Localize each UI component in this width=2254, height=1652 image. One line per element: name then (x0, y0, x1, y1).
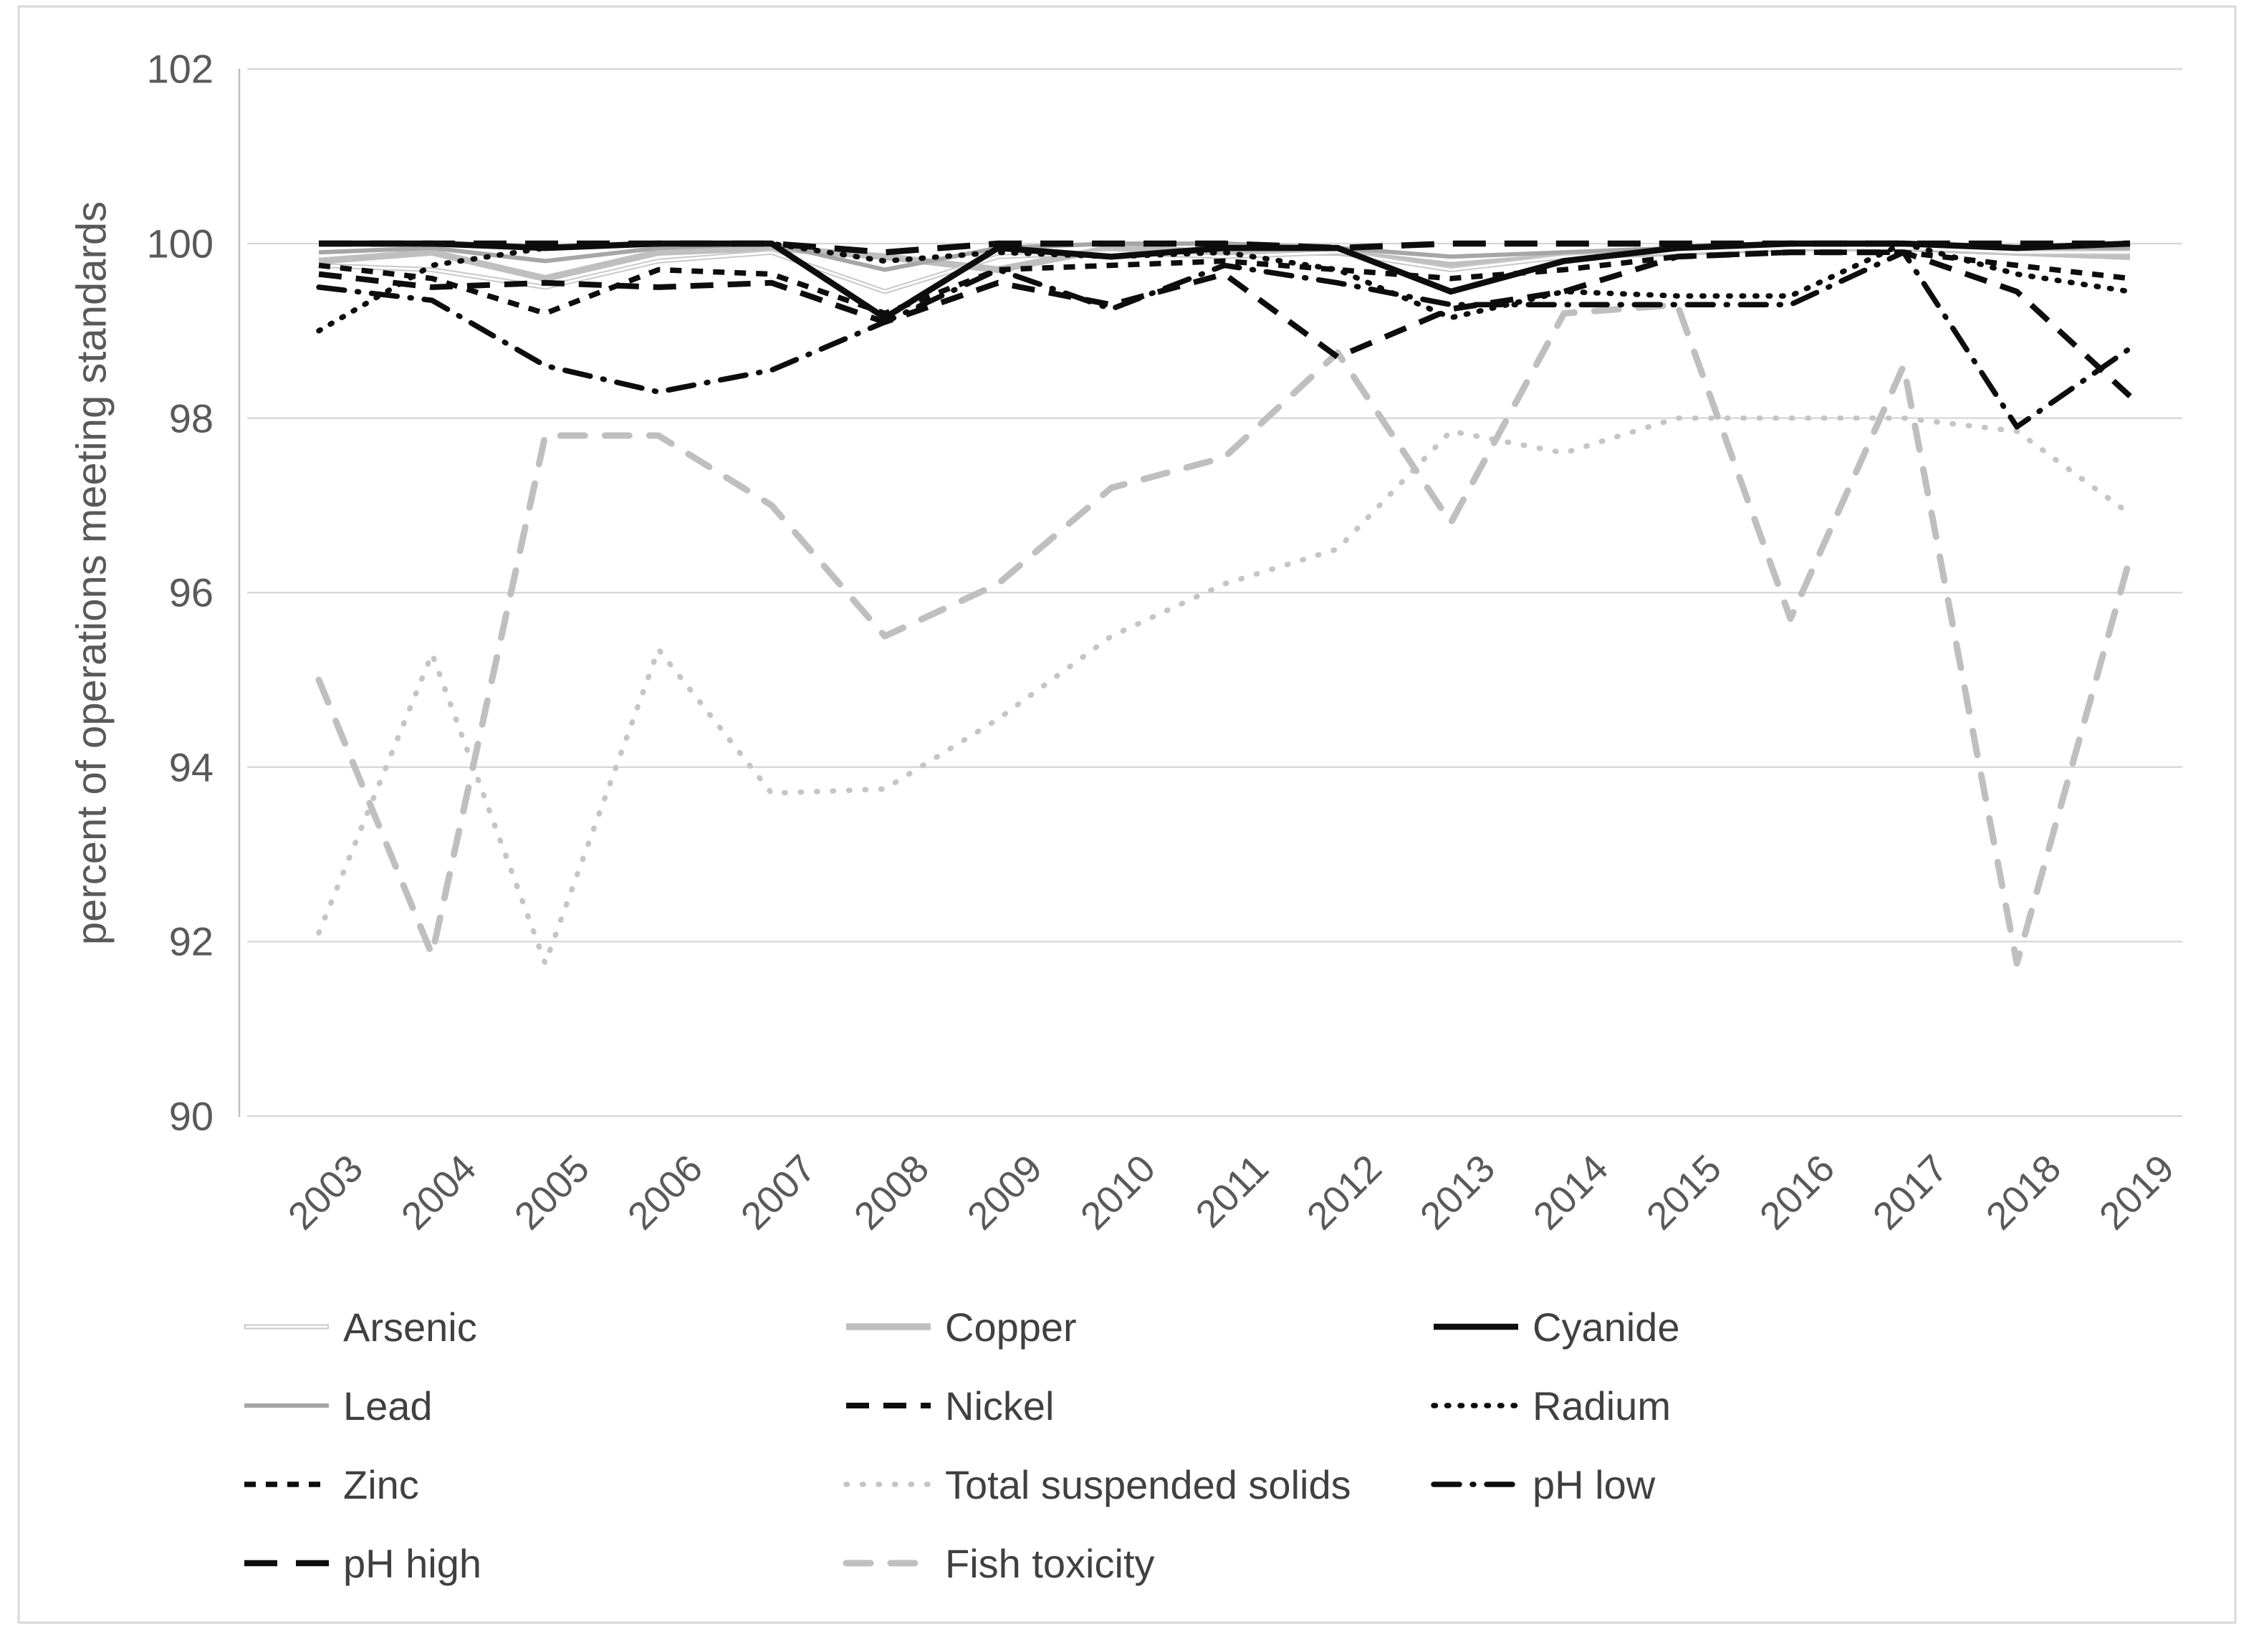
legend-label-radium: Radium (1533, 1383, 1671, 1428)
legend-label-copper: Copper (945, 1304, 1077, 1350)
arsenic-line-swatch-icon (244, 1324, 329, 1330)
series-line-zinc (318, 249, 2131, 317)
series-line-nickel (318, 249, 2132, 399)
legend-item-zinc: Zinc (240, 1459, 419, 1509)
legend-item-cyanide: Cyanide (1429, 1302, 1679, 1352)
legend-label-cyanide: Cyanide (1533, 1304, 1680, 1350)
total-suspended-solids-line-swatch-icon (843, 1481, 934, 1487)
series-line-ph-high (319, 240, 2130, 256)
legend-item-ph-high: pH high (240, 1538, 481, 1588)
series-line-ph-low (316, 249, 2133, 430)
figure-border (17, 5, 2237, 1624)
series-line-total-suspended-solids (316, 415, 2133, 966)
copper-line-swatch-icon (846, 1323, 931, 1330)
legend-label-zinc: Zinc (343, 1461, 419, 1507)
legend-item-nickel: Nickel (842, 1380, 1054, 1431)
legend-item-arsenic: Arsenic (240, 1302, 477, 1352)
y-tick-label-94: 94 (168, 744, 214, 790)
series-line-radium (316, 241, 2133, 334)
ph-high-line-swatch-icon (244, 1560, 329, 1567)
ph-low-line-swatch-icon (1431, 1481, 1521, 1487)
legend-item-lead: Lead (240, 1380, 433, 1431)
legend-label-ph-high: pH high (343, 1540, 482, 1586)
legend-label-arsenic: Arsenic (343, 1304, 477, 1350)
series-line-arsenic-core (318, 246, 2130, 293)
y-tick-label-90: 90 (168, 1093, 214, 1139)
legend-label-nickel: Nickel (945, 1383, 1055, 1428)
legend-label-lead: Lead (343, 1383, 433, 1428)
zinc-line-swatch-icon (244, 1481, 329, 1487)
legend-label-fish-toxicity: Fish toxicity (945, 1540, 1155, 1586)
series-line-fish-toxicity (315, 301, 2134, 967)
y-tick-label-102: 102 (146, 46, 214, 92)
y-tick-label-98: 98 (168, 395, 214, 441)
nickel-line-swatch-icon (846, 1403, 931, 1408)
legend-label-ph-low: pH low (1533, 1461, 1656, 1507)
y-tick-label-92: 92 (168, 918, 214, 964)
legend-item-total-suspended-solids: Total suspended solids (842, 1459, 1351, 1509)
legend-label-total-suspended-solids: Total suspended solids (945, 1461, 1351, 1507)
cyanide-line-swatch-icon (1434, 1323, 1518, 1330)
radium-line-swatch-icon (1431, 1403, 1521, 1408)
y-tick-label-96: 96 (168, 570, 214, 615)
lead-line-swatch-icon (244, 1403, 329, 1408)
legend-item-ph-low: pH low (1429, 1459, 1655, 1509)
fish-toxicity-line-swatch-icon (843, 1560, 934, 1567)
legend-item-fish-toxicity: Fish toxicity (842, 1538, 1155, 1588)
legend-item-radium: Radium (1429, 1380, 1671, 1431)
y-tick-label-100: 100 (146, 221, 214, 266)
legend-item-copper: Copper (842, 1302, 1077, 1352)
